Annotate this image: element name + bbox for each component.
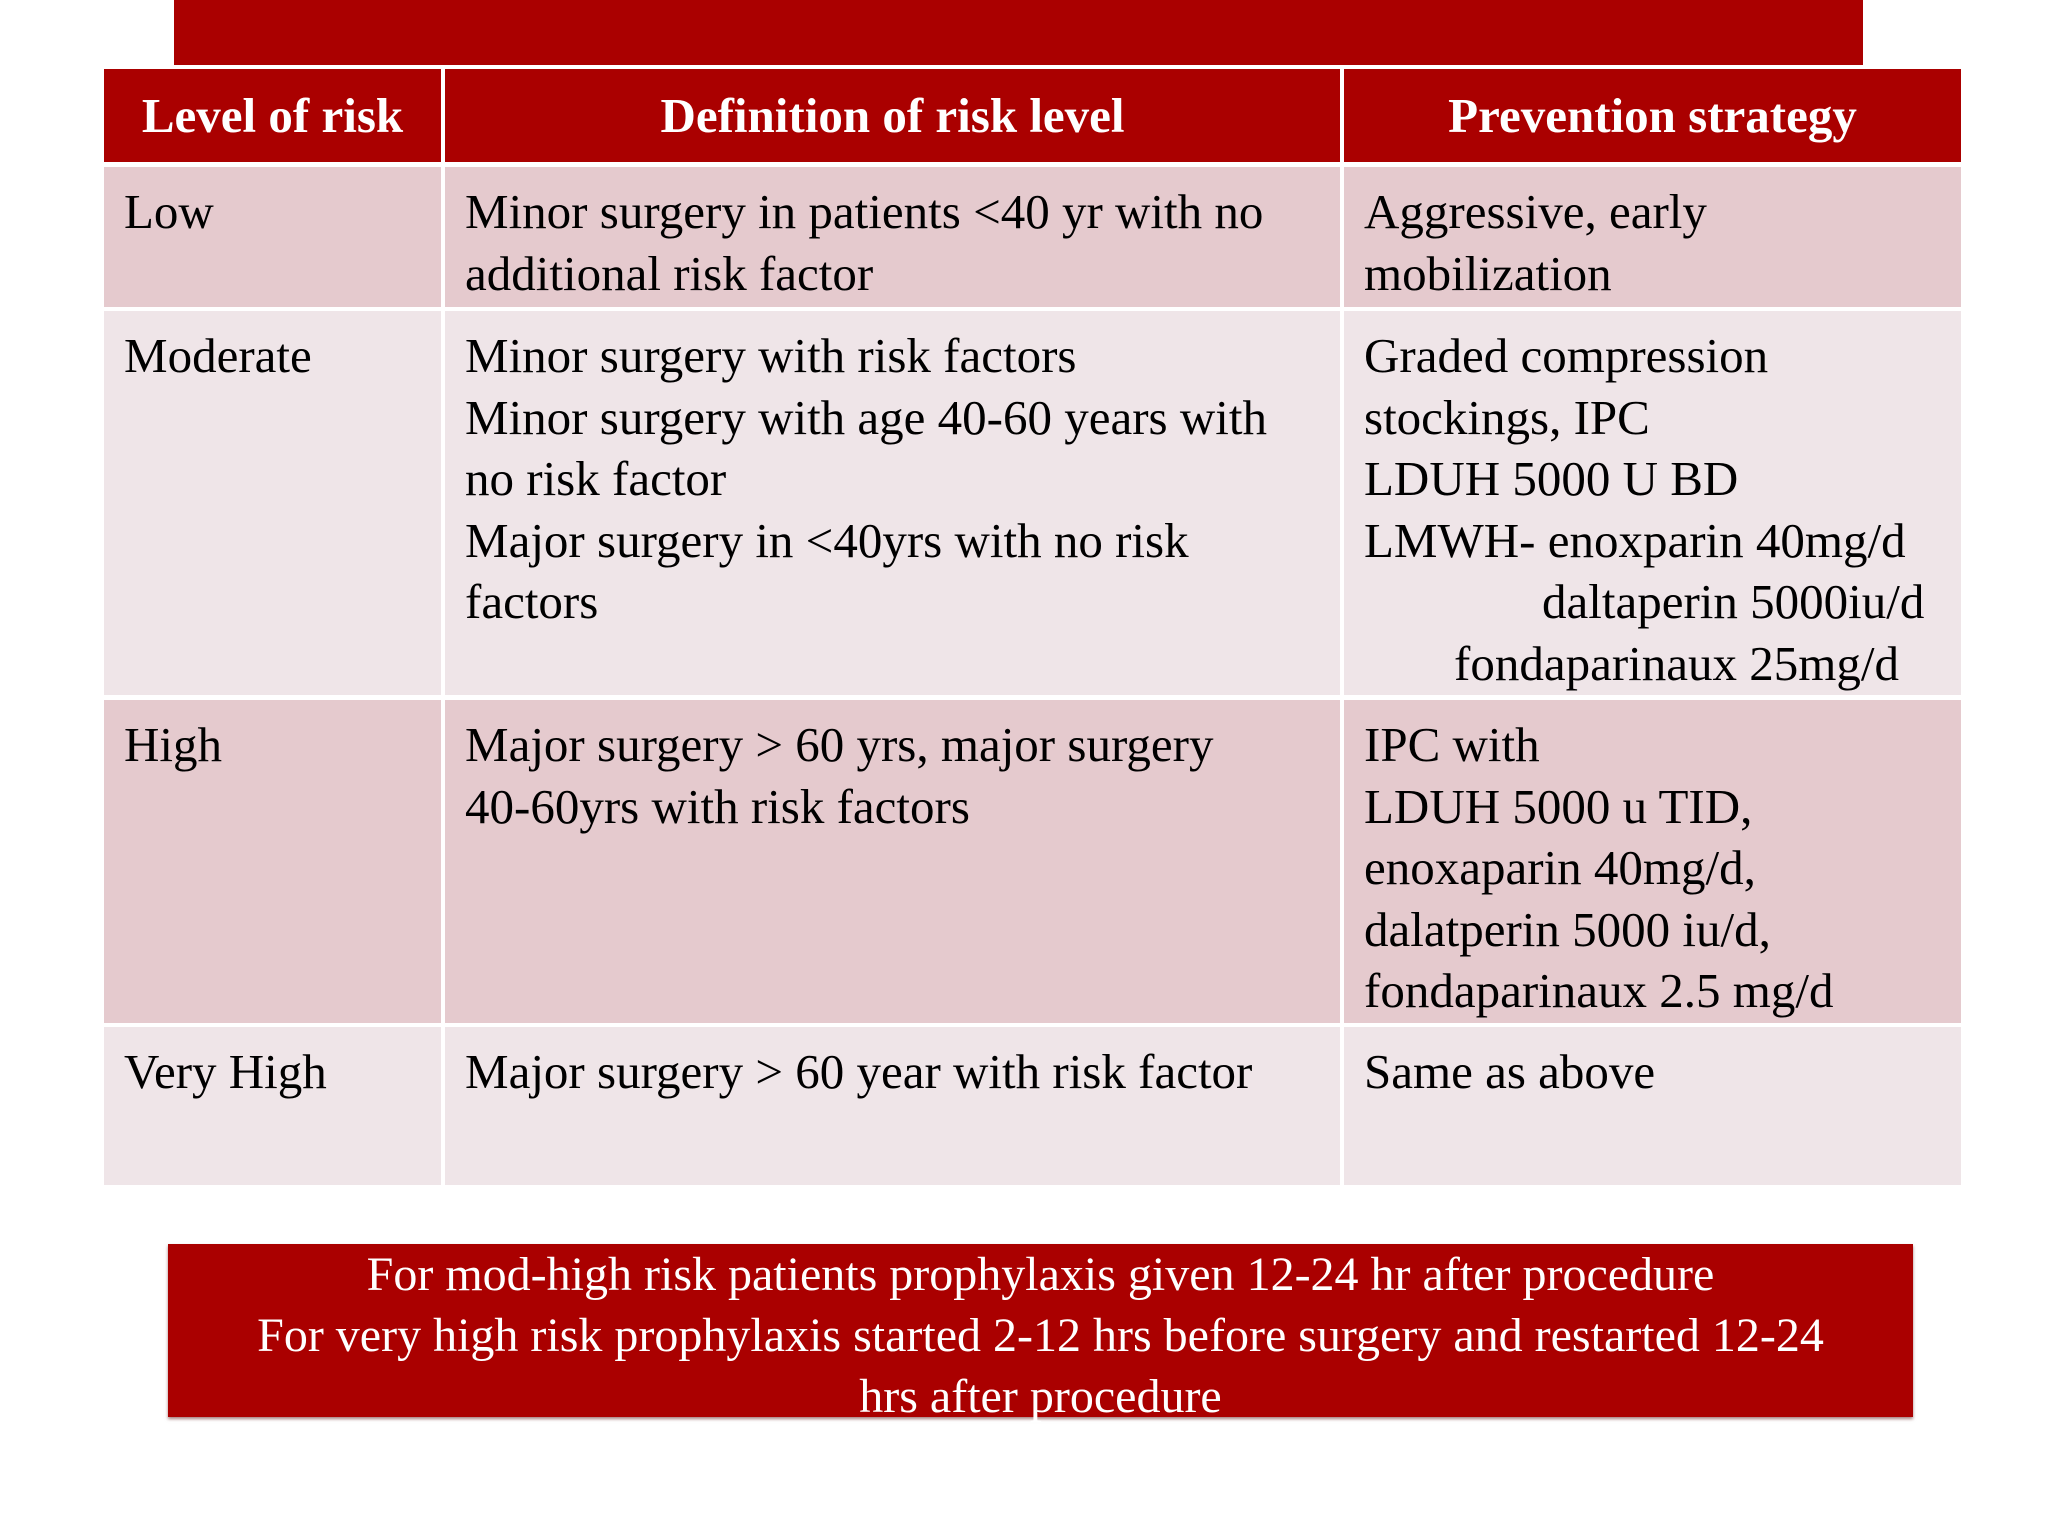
table-row-very-high: Very High Major surgery > 60 year with r… xyxy=(104,1027,1961,1185)
prevention-line: daltaperin 5000iu/d xyxy=(1542,574,1925,629)
level-text: Moderate xyxy=(124,328,312,383)
definition-line: no risk factor xyxy=(465,451,727,506)
prevention-line: Graded compression xyxy=(1364,328,1769,383)
definition-cell: Major surgery > 60 year with risk factor xyxy=(445,1027,1340,1185)
level-text: Low xyxy=(124,184,214,239)
definition-line: Major surgery > 60 year with risk factor xyxy=(465,1044,1253,1099)
definition-line: Minor surgery in patients <40 yr with no xyxy=(465,184,1264,239)
table-row-moderate: Moderate Minor surgery with risk factors… xyxy=(104,311,1961,695)
prevention-line: LDUH 5000 u TID, xyxy=(1364,778,1753,834)
definition-line: Minor surgery with risk factors xyxy=(465,328,1077,383)
definition-cell: Minor surgery with risk factors Minor su… xyxy=(445,311,1340,695)
header-prevention: Prevention strategy xyxy=(1344,69,1961,162)
table-header-row: Level of risk Definition of risk level P… xyxy=(104,69,1961,162)
prevention-line: mobilization xyxy=(1364,245,1612,301)
note-line: For mod-high risk patients prophylaxis g… xyxy=(366,1248,1715,1301)
note-line: For very high risk prophylaxis started 2… xyxy=(257,1309,1824,1362)
definition-line: additional risk factor xyxy=(465,245,874,301)
prevention-cell: Graded compression stockings, IPC LDUH 5… xyxy=(1344,311,1961,695)
prevention-line: LDUH 5000 U BD xyxy=(1364,451,1739,506)
level-cell: Low xyxy=(104,167,441,307)
definition-cell: Major surgery > 60 yrs, major surgery 40… xyxy=(445,700,1340,1023)
prevention-line: stockings, IPC xyxy=(1364,389,1650,445)
title-banner xyxy=(174,0,1863,65)
prevention-line: Aggressive, early xyxy=(1364,184,1707,239)
prevention-cell: Same as above xyxy=(1344,1027,1961,1185)
note-line: hrs after procedure xyxy=(859,1370,1222,1423)
prevention-line: LMWH- enoxparin 40mg/d xyxy=(1364,512,1906,568)
header-definition: Definition of risk level xyxy=(445,69,1340,162)
timing-note-box: For mod-high risk patients prophylaxis g… xyxy=(168,1244,1913,1423)
level-text: High xyxy=(124,717,222,772)
definition-line: 40-60yrs with risk factors xyxy=(465,778,970,834)
definition-line: Minor surgery with age 40-60 years with xyxy=(465,389,1267,445)
definition-cell: Minor surgery in patients <40 yr with no… xyxy=(445,167,1340,307)
level-text: Very High xyxy=(124,1044,327,1099)
definition-line: Major surgery > 60 yrs, major surgery xyxy=(465,717,1214,772)
table-row-high: High Major surgery > 60 yrs, major surge… xyxy=(104,700,1961,1023)
definition-line: Major surgery in <40yrs with no risk xyxy=(465,512,1189,568)
prevention-line: Same as above xyxy=(1364,1044,1656,1099)
prevention-line: fondaparinaux 2.5 mg/d xyxy=(1364,963,1834,1018)
prevention-line: IPC with xyxy=(1364,717,1540,772)
prevention-cell: IPC with LDUH 5000 u TID, enoxaparin 40m… xyxy=(1344,700,1961,1023)
prevention-line: enoxaparin 40mg/d, xyxy=(1364,840,1756,895)
definition-line: factors xyxy=(465,574,599,629)
prevention-cell: Aggressive, early mobilization xyxy=(1344,167,1961,307)
level-cell: Very High xyxy=(104,1027,441,1185)
prevention-line: dalatperin 5000 iu/d, xyxy=(1364,901,1771,957)
header-level-of-risk: Level of risk xyxy=(104,69,441,162)
level-cell: Moderate xyxy=(104,311,441,695)
prevention-line: fondaparinaux 25mg/d xyxy=(1454,635,1899,691)
table-row-low: Low Minor surgery in patients <40 yr wit… xyxy=(104,167,1961,307)
level-cell: High xyxy=(104,700,441,1023)
